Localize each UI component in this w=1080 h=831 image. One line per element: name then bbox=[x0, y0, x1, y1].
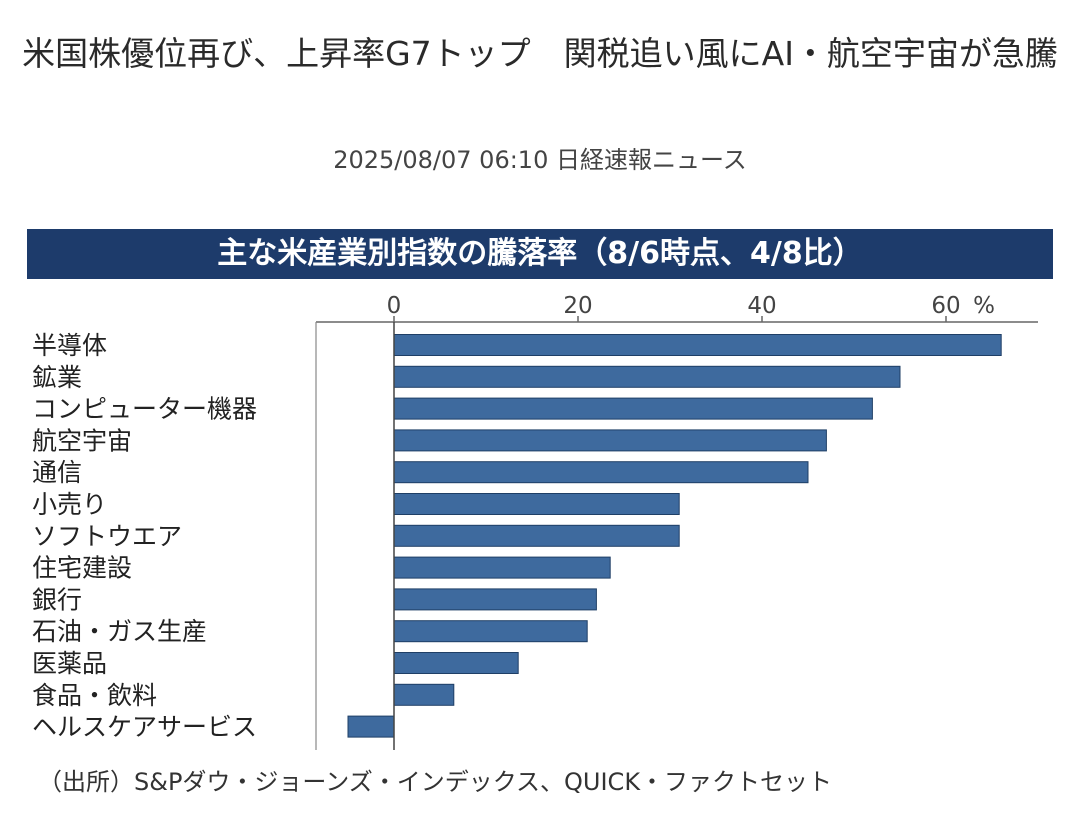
category-label-4: 通信 bbox=[32, 458, 82, 487]
bar-6 bbox=[393, 524, 680, 547]
x-tick-label-1: 20 bbox=[563, 293, 592, 319]
category-label-3: 航空宇宙 bbox=[32, 426, 132, 455]
category-label-2: コンピューター機器 bbox=[32, 395, 257, 424]
category-label-9: 石油・ガス生産 bbox=[32, 617, 207, 646]
chart-source: （出所）S&Pダウ・ジョーンズ・インデックス、QUICK・ファクトセット bbox=[38, 768, 833, 796]
chart-title: 主な米産業別指数の騰落率（8/6時点、4/8比） bbox=[27, 229, 1053, 279]
category-label-12: ヘルスケアサービス bbox=[32, 713, 257, 742]
x-tick-label-3: 60 bbox=[931, 293, 960, 319]
bar-8 bbox=[393, 588, 597, 611]
bar-11 bbox=[393, 683, 455, 706]
bar-2 bbox=[393, 397, 873, 420]
x-tick-label-0: 0 bbox=[387, 293, 402, 319]
category-label-7: 住宅建設 bbox=[32, 554, 132, 583]
x-tick-label-2: 40 bbox=[747, 293, 776, 319]
bar-3 bbox=[393, 429, 827, 452]
x-unit-label: % bbox=[973, 293, 995, 319]
article-headline: 米国株優位再び、上昇率G7トップ 関税追い風にAI・航空宇宙が急騰 bbox=[22, 34, 1058, 73]
bar-0 bbox=[393, 334, 1002, 356]
bar-7 bbox=[393, 556, 611, 579]
category-label-0: 半導体 bbox=[32, 331, 107, 360]
article-dateline: 2025/08/07 06:10 日経速報ニュース bbox=[333, 146, 747, 174]
bar-1 bbox=[393, 365, 901, 388]
category-label-1: 鉱業 bbox=[32, 363, 82, 392]
category-label-10: 医薬品 bbox=[32, 649, 107, 678]
bar-10 bbox=[393, 652, 519, 674]
category-label-5: 小売り bbox=[32, 490, 107, 519]
category-label-6: ソフトウエア bbox=[32, 522, 182, 551]
bar-12 bbox=[347, 715, 395, 738]
bar-5 bbox=[393, 493, 680, 515]
category-label-8: 銀行 bbox=[32, 585, 82, 614]
category-label-11: 食品・飲料 bbox=[32, 681, 157, 710]
bar-9 bbox=[393, 620, 588, 643]
bar-4 bbox=[393, 461, 809, 484]
